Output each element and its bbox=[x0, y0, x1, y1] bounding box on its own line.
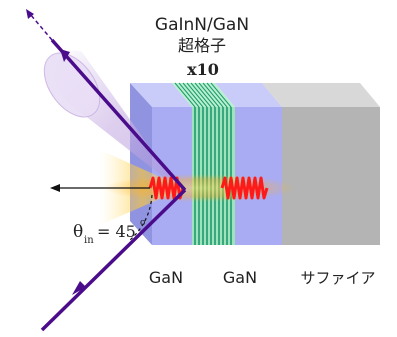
angle-label: θ in = 45 o bbox=[73, 218, 145, 246]
emission-wave-right bbox=[220, 176, 269, 200]
angle-unit: o bbox=[140, 218, 145, 228]
superlattice-label-line1: GaInN/GaN bbox=[155, 15, 249, 35]
gan-middle-top-face bbox=[215, 83, 282, 107]
sapphire-top-face bbox=[262, 83, 380, 107]
sapphire-layer bbox=[282, 107, 380, 245]
superlattice-top-stripes bbox=[174, 82, 232, 108]
reflected-beam bbox=[50, 38, 187, 192]
layer-label-gan-middle: GaN bbox=[223, 268, 257, 287]
angle-subscript: in bbox=[84, 235, 94, 246]
reflected-tip-arrow-icon bbox=[26, 9, 34, 19]
arrowhead-left-icon bbox=[50, 184, 60, 192]
angle-value: = 45 bbox=[97, 222, 136, 241]
gan-top-face bbox=[130, 83, 192, 107]
repeat-count-label: x10 bbox=[187, 60, 219, 79]
emission-cone bbox=[43, 50, 181, 190]
angle-theta: θ bbox=[73, 222, 83, 242]
reflected-beam-dashed bbox=[29, 13, 53, 41]
incident-beam bbox=[40, 188, 187, 332]
angle-arc bbox=[129, 194, 153, 241]
superlattice-label-line2: 超格子 bbox=[178, 36, 226, 55]
layer-label-sapphire: サファイア bbox=[300, 269, 375, 287]
reflected-arrow-icon bbox=[60, 49, 70, 62]
incident-arrow-icon bbox=[72, 281, 86, 295]
layer-label-gan-left: GaN bbox=[149, 268, 183, 287]
